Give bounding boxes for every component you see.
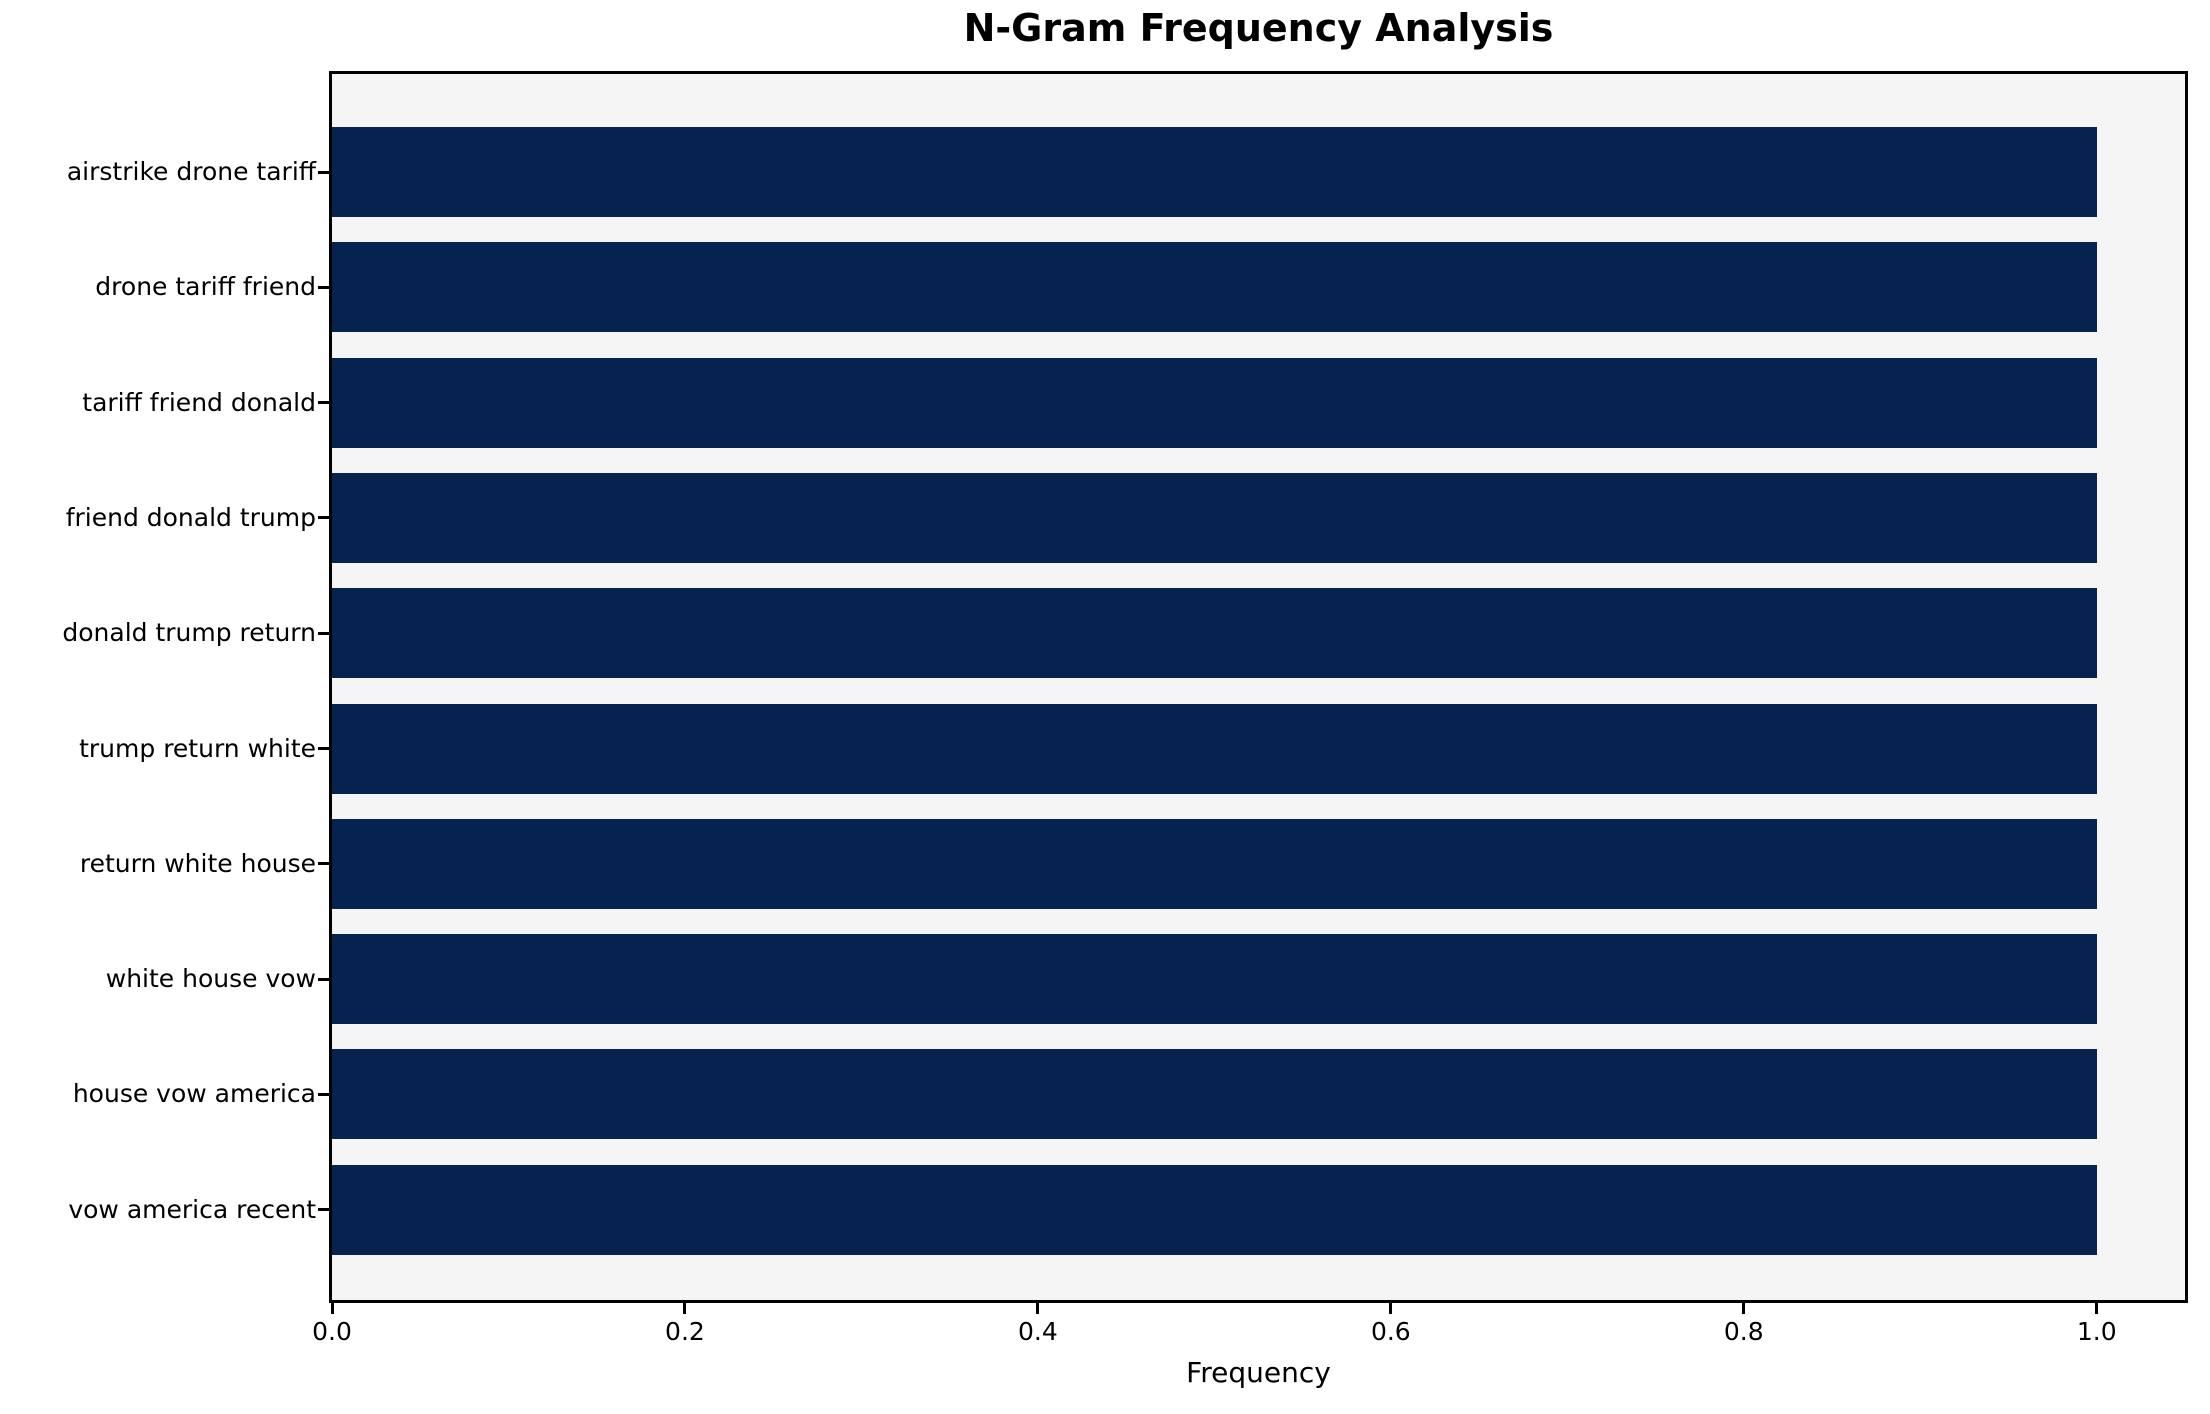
y-tick-label: vow america recent — [68, 1194, 316, 1224]
x-tick-mark — [683, 1303, 687, 1314]
y-tick-mark — [318, 747, 329, 750]
x-tick-mark — [330, 1303, 334, 1314]
y-tick-mark — [318, 631, 329, 635]
y-tick-mark — [318, 1208, 329, 1212]
bar — [332, 127, 2097, 217]
x-tick-label: 0.0 — [312, 1317, 352, 1346]
x-tick-mark — [1742, 1303, 1746, 1314]
y-tick-label: house vow america — [72, 1079, 316, 1109]
y-tick-label: white house vow — [105, 964, 316, 994]
x-tick-label: 0.8 — [1723, 1317, 1764, 1346]
y-tick-mark — [318, 170, 329, 174]
y-tick-label: airstrike drone tariff — [66, 157, 316, 186]
bar — [332, 1164, 2097, 1255]
x-axis-label: Frequency — [1186, 1356, 1331, 1389]
bar — [332, 1049, 2097, 1140]
bar — [332, 934, 2097, 1025]
y-tick-label: trump return white — [79, 733, 316, 763]
x-tick-label: 0.2 — [665, 1317, 705, 1346]
y-tick-mark — [318, 977, 329, 981]
y-tick-label: drone tariff friend — [95, 272, 316, 302]
bar — [332, 242, 2097, 333]
x-tick-label: 0.6 — [1370, 1317, 1411, 1346]
plot-area — [329, 71, 2188, 1303]
y-tick-label: friend donald trump — [65, 502, 316, 532]
y-tick-mark — [318, 516, 329, 520]
y-tick-mark — [318, 401, 329, 405]
y-tick-label: tariff friend donald — [82, 387, 316, 417]
bar — [332, 818, 2097, 909]
bar — [332, 357, 2097, 448]
bar — [332, 703, 2097, 794]
x-tick-mark — [1389, 1303, 1393, 1314]
x-tick-mark — [1036, 1303, 1040, 1314]
y-tick-label: donald trump return — [62, 618, 316, 648]
x-tick-label: 1.0 — [2076, 1317, 2117, 1346]
bar — [332, 472, 2097, 563]
y-tick-label: return white house — [79, 848, 316, 878]
chart-title: N-Gram Frequency Analysis — [963, 6, 1554, 50]
x-tick-mark — [2095, 1303, 2099, 1314]
x-tick-label: 0.4 — [1018, 1317, 1058, 1346]
y-tick-mark — [318, 862, 329, 866]
y-tick-mark — [318, 1092, 329, 1096]
bar — [332, 588, 2097, 679]
y-tick-mark — [318, 285, 329, 289]
